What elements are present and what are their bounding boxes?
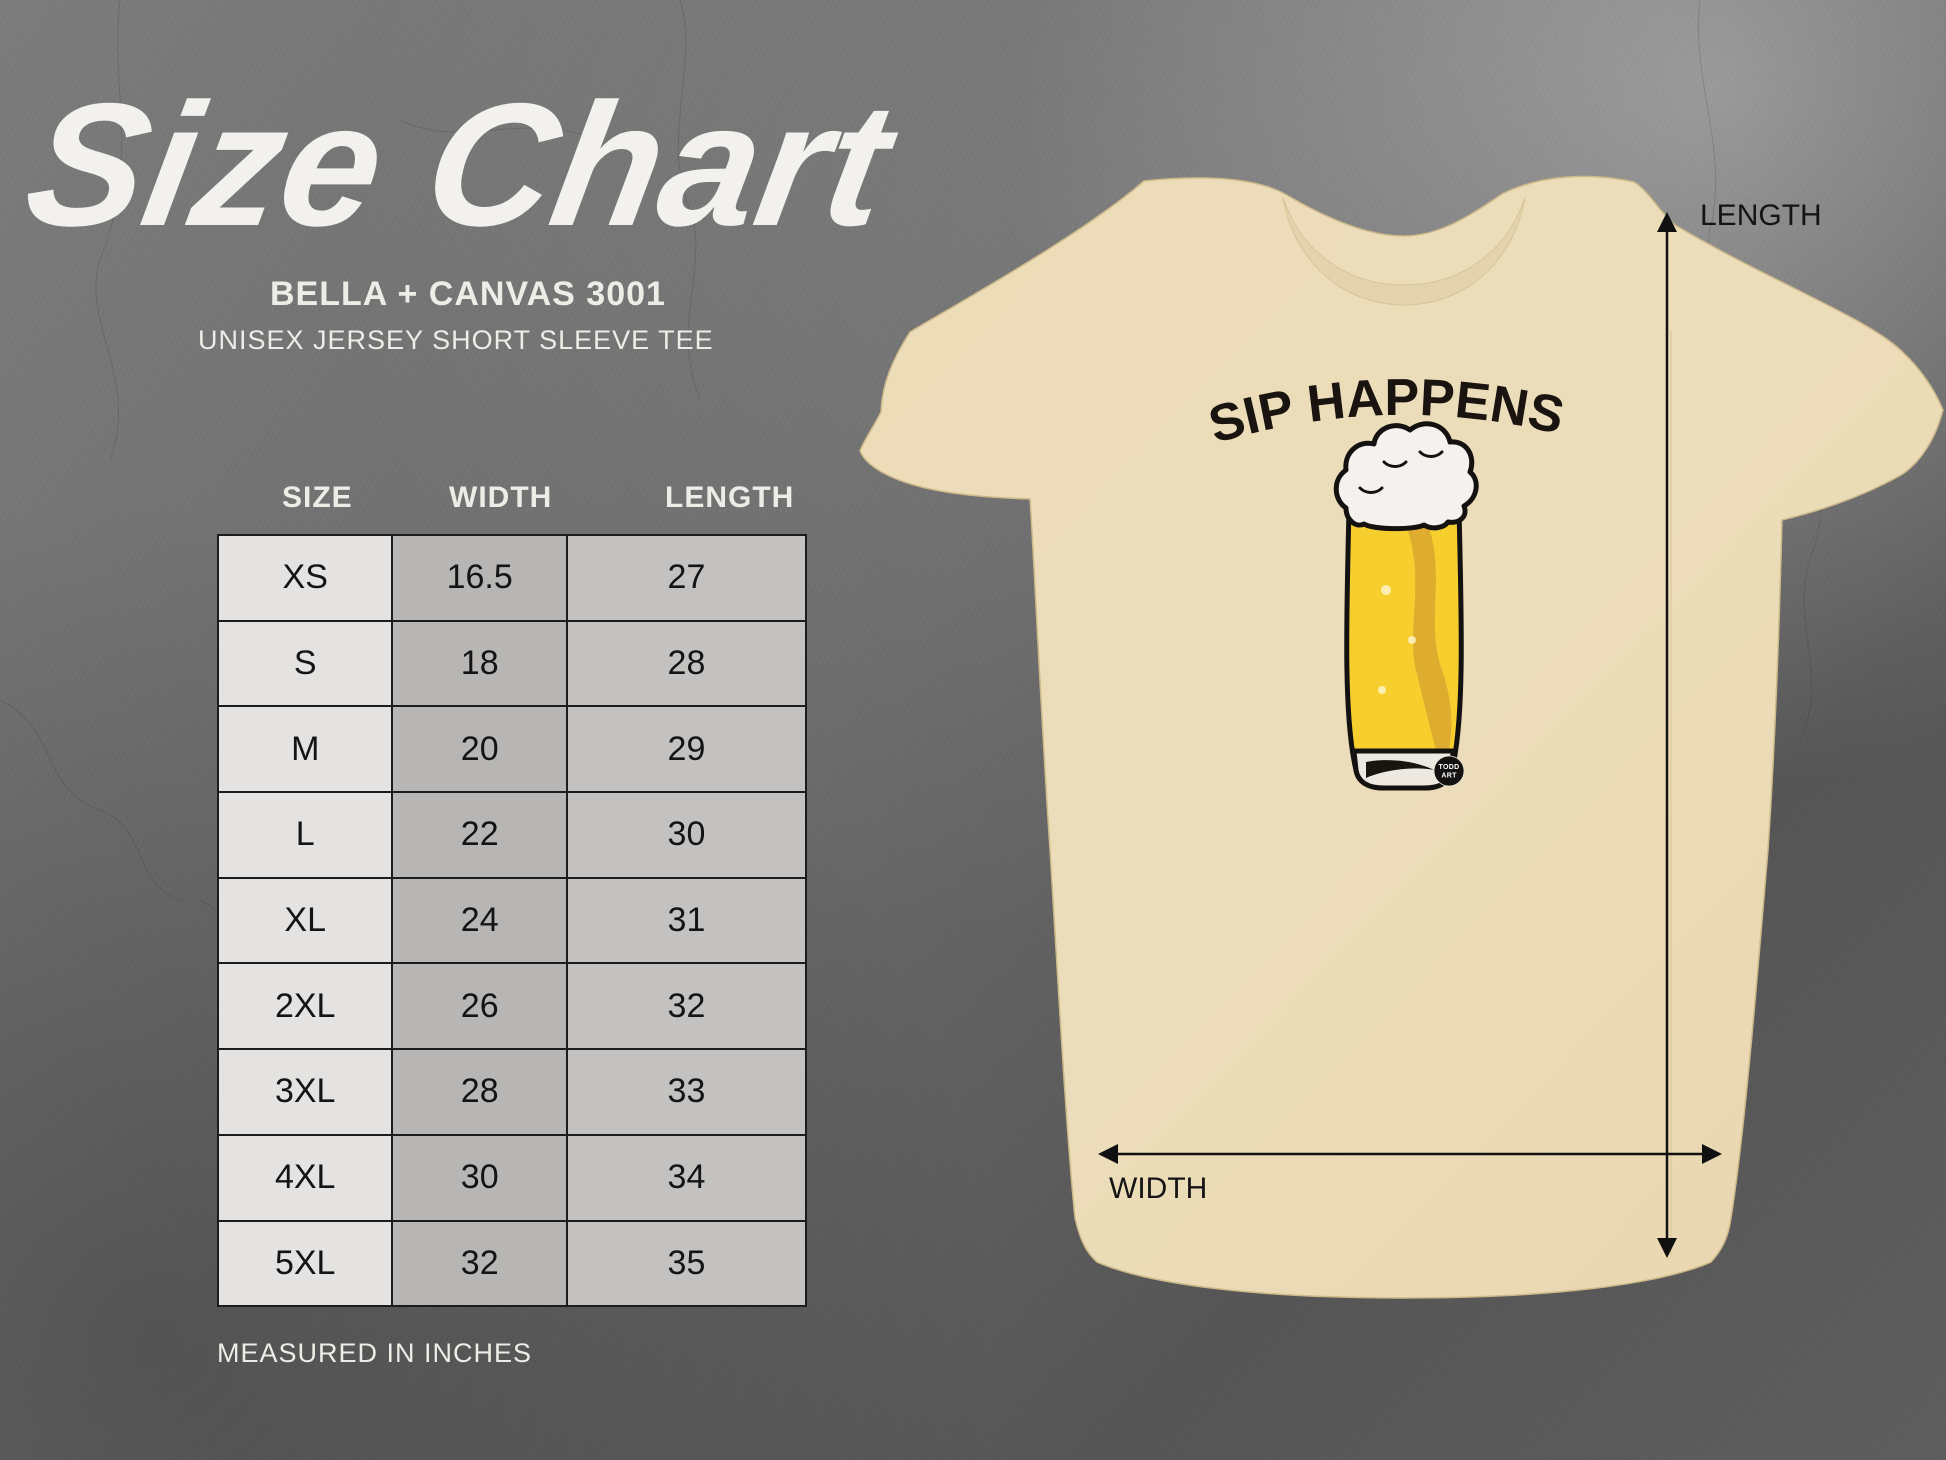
svg-text:LENGTH: LENGTH [1700, 199, 1822, 232]
svg-text:WIDTH: WIDTH [1109, 1172, 1207, 1205]
svg-text:ART: ART [1441, 773, 1457, 780]
svg-text:TODD: TODD [1439, 764, 1460, 771]
